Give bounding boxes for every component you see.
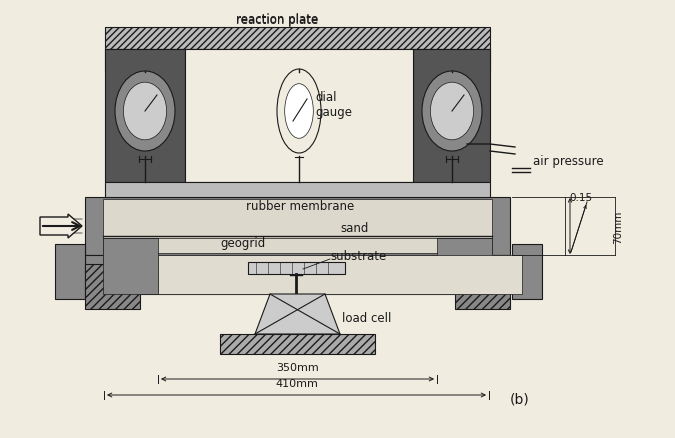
Bar [103, 258, 492, 276]
Text: 70mm: 70mm [613, 210, 623, 243]
Text: 350mm: 350mm [276, 362, 319, 372]
Bar [103, 200, 492, 254]
Polygon shape [255, 294, 340, 334]
Bar [85, 255, 510, 279]
Text: reaction plate: reaction plate [236, 14, 319, 27]
Text: load cell: load cell [342, 311, 392, 324]
Ellipse shape [124, 83, 167, 141]
Bar [105, 50, 490, 72]
Bar [413, 50, 490, 183]
Bar [105, 50, 185, 183]
Bar [185, 50, 413, 183]
Text: 0.15: 0.15 [569, 193, 592, 202]
Ellipse shape [277, 70, 321, 154]
Bar [105, 28, 490, 50]
Text: rubber membrane: rubber membrane [246, 200, 354, 213]
Text: (b): (b) [510, 392, 530, 406]
Text: substrate: substrate [330, 250, 386, 263]
Text: reaction plate: reaction plate [236, 13, 319, 26]
Text: dial
gauge: dial gauge [315, 91, 352, 119]
Text: air pressure: air pressure [533, 154, 603, 167]
Text: 410mm: 410mm [275, 378, 318, 388]
Ellipse shape [431, 83, 474, 141]
Ellipse shape [115, 72, 175, 152]
Bar [512, 244, 542, 299]
Ellipse shape [285, 85, 313, 139]
Bar [85, 198, 510, 255]
Bar [85, 279, 510, 294]
Bar [103, 238, 158, 294]
Text: sand: sand [340, 221, 369, 234]
Bar [158, 255, 522, 294]
Bar [248, 262, 345, 274]
Bar [55, 244, 85, 299]
Bar [455, 265, 510, 309]
Ellipse shape [422, 72, 482, 152]
Bar [85, 265, 140, 309]
Text: geogrid: geogrid [220, 236, 265, 249]
Bar [437, 238, 492, 294]
Bar [105, 183, 490, 198]
Polygon shape [40, 215, 82, 238]
Bar [220, 334, 375, 354]
